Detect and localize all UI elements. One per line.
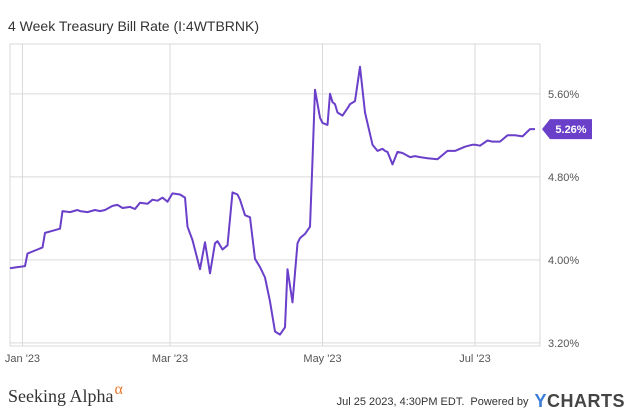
x-tick-label: Jul '23	[459, 353, 490, 365]
series-line-layer	[9, 65, 535, 336]
series-line	[9, 65, 535, 336]
chart-title: 4 Week Treasury Bill Rate (I:4WTBRNK)	[8, 18, 260, 34]
brand-text: Seeking Alpha	[8, 386, 114, 406]
alpha-symbol: α	[114, 381, 123, 398]
gridlines	[9, 43, 541, 347]
ycharts-logo: Y CHARTS	[534, 391, 625, 412]
y-tick-label: 4.80%	[548, 172, 579, 184]
timestamp: Jul 25 2023, 4:30PM EDT.	[336, 395, 465, 408]
x-tick-label: Jan '23	[5, 353, 40, 365]
footer-meta: Jul 25 2023, 4:30PM EDT. Powered by Y CHA…	[337, 391, 625, 412]
y-tick-label: 4.00%	[548, 255, 579, 267]
y-tick-label: 3.20%	[548, 338, 579, 350]
last-value-badge	[542, 119, 592, 140]
plot-frame	[9, 43, 541, 347]
x-tick-label: Mar '23	[152, 353, 188, 365]
seeking-alpha-logo: Seeking Alphaα	[8, 381, 123, 407]
powered-by-label: Powered by	[470, 395, 529, 408]
axes: 3.20% 4.00% 4.80% 5.60% Jan '23 Mar '23 May '2…	[5, 89, 579, 365]
last-value-label: 5.26%	[555, 124, 586, 136]
ycharts-wordmark: CHARTS	[547, 391, 625, 411]
ycharts-y-glyph: Y	[534, 391, 547, 411]
last-value-badge-layer: 5.26%	[542, 119, 592, 140]
y-tick-label: 5.60%	[548, 89, 579, 101]
x-tick-label: May '23	[303, 353, 341, 365]
